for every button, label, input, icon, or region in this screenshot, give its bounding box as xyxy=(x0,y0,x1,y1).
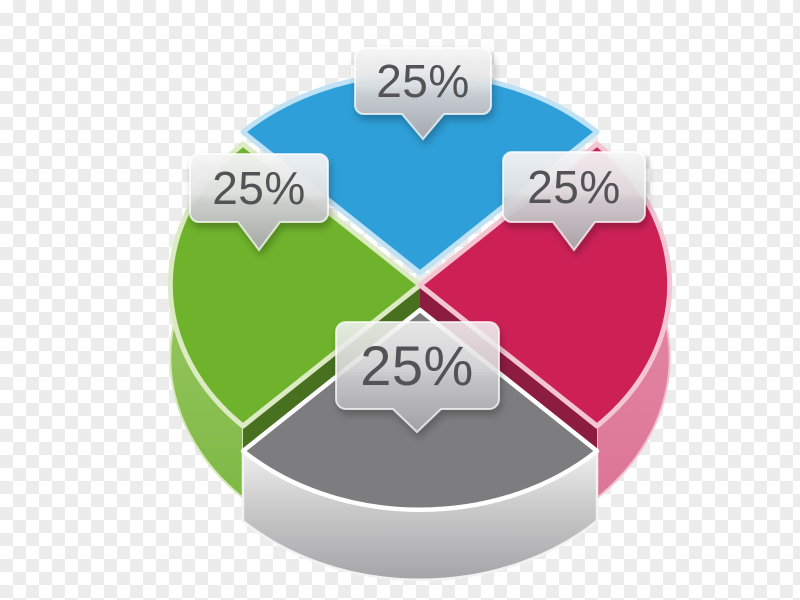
label-text-left: 25% xyxy=(212,162,306,214)
label-bubble-top: 25% xyxy=(354,47,492,141)
label-bubble-bottom-shape xyxy=(335,321,500,434)
label-bubble-bottom: 25% xyxy=(335,321,500,434)
label-text-top: 25% xyxy=(376,55,470,107)
label-text-bottom: 25% xyxy=(360,334,474,397)
label-bubble-left: 25% xyxy=(189,153,329,252)
label-text-right: 25% xyxy=(527,161,621,213)
label-bubble-right: 25% xyxy=(502,151,646,252)
label-bubble-right-shape xyxy=(502,151,646,252)
label-bubble-left-shape xyxy=(189,153,329,252)
label-bubble-top-shape xyxy=(354,47,492,141)
